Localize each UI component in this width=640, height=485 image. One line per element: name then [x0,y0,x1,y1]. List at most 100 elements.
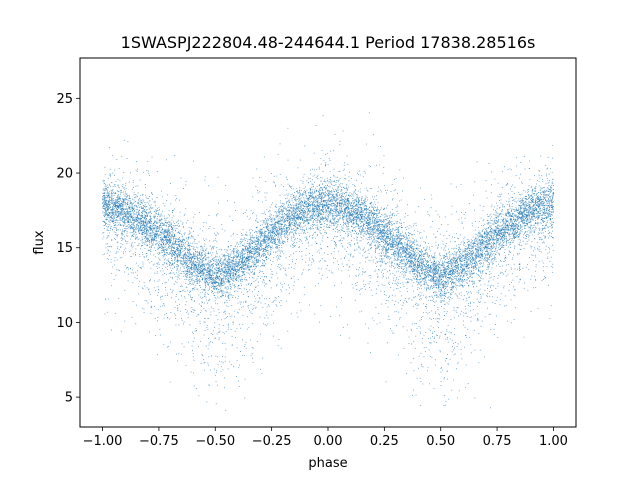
scatter-point [189,282,191,284]
scatter-point [203,238,204,240]
scatter-point [493,209,494,211]
scatter-point [268,231,270,233]
scatter-point [132,182,134,184]
scatter-point [245,262,247,264]
scatter-point [505,238,507,240]
scatter-point [103,204,105,206]
scatter-point [530,232,532,234]
scatter-point [305,197,307,199]
scatter-point [396,237,398,239]
scatter-point [486,242,488,244]
scatter-point [447,268,449,270]
scatter-point [525,213,527,215]
scatter-point [176,240,178,242]
scatter-point [519,279,521,281]
scatter-point [387,250,388,252]
scatter-point [498,230,499,232]
scatter-point [528,214,530,216]
scatter-point [546,190,548,192]
scatter-point [460,260,462,262]
scatter-point [408,240,410,242]
scatter-point [397,253,399,255]
scatter-point [160,220,162,222]
scatter-point [183,214,185,216]
scatter-point [161,244,163,245]
scatter-point [130,227,132,229]
scatter-point [145,218,147,220]
scatter-point [550,189,551,190]
scatter-point [360,232,362,234]
scatter-point [319,218,321,220]
scatter-point [312,188,314,190]
scatter-point [552,263,554,265]
scatter-point [549,214,550,215]
scatter-point [325,185,326,187]
scatter-point [367,224,369,226]
scatter-point [542,196,544,197]
scatter-point [384,223,386,225]
scatter-point [448,296,450,298]
scatter-point [247,248,249,250]
scatter-point [384,269,386,270]
scatter-point [121,211,123,213]
scatter-point [139,203,141,205]
scatter-point [395,259,397,261]
scatter-point [354,227,356,228]
scatter-point [432,277,434,279]
scatter-point [460,183,462,185]
scatter-point [205,279,207,280]
scatter-point [205,258,206,260]
scatter-point [197,267,199,269]
scatter-point [384,240,386,242]
scatter-point [217,263,219,265]
scatter-point [552,218,553,220]
scatter-point [215,315,217,316]
scatter-point [452,236,453,238]
scatter-point [395,258,397,260]
scatter-point [475,267,477,268]
scatter-point [206,274,208,276]
scatter-point [171,264,172,266]
scatter-point [378,269,379,270]
scatter-point [387,243,389,245]
scatter-point [225,317,227,318]
scatter-point [411,260,413,262]
scatter-point [175,241,177,243]
scatter-point [315,177,317,178]
scatter-point [359,205,361,206]
scatter-point [219,290,221,292]
scatter-point [429,260,431,261]
scatter-point [362,213,363,215]
scatter-point [456,271,458,272]
scatter-point [300,212,301,214]
scatter-point [348,253,350,255]
scatter-point [383,232,385,233]
scatter-point [508,213,509,215]
scatter-point [140,200,142,201]
scatter-point [265,254,266,255]
scatter-point [514,231,516,232]
scatter-point [157,280,159,282]
scatter-point [511,218,513,220]
scatter-point [419,272,420,274]
scatter-point [119,214,120,216]
scatter-point [407,204,409,206]
scatter-point [502,213,504,215]
scatter-point [490,222,492,224]
scatter-point [458,280,460,282]
scatter-point [282,227,284,229]
scatter-point [251,252,253,254]
scatter-point [537,218,539,220]
scatter-point [141,229,142,230]
scatter-point [191,262,193,264]
scatter-point [528,236,529,238]
scatter-point [198,282,200,284]
scatter-point [207,282,209,283]
scatter-point [417,264,418,266]
scatter-point [550,187,552,188]
scatter-point [116,236,118,238]
scatter-point [451,264,453,266]
scatter-point [162,264,164,266]
scatter-point [414,304,416,305]
